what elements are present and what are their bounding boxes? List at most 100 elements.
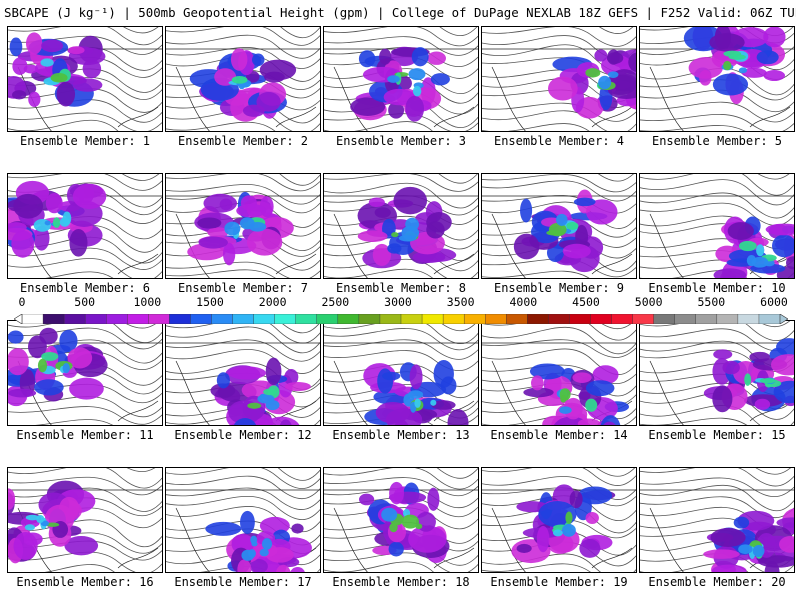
cape-shading (8, 327, 108, 407)
colorbar-swatch (716, 313, 739, 325)
member-label-prefix: Ensemble Member: (16, 575, 140, 589)
colorbar-tick-label: 3000 (384, 295, 412, 309)
panel-map (8, 174, 162, 278)
colorbar-swatch (442, 313, 465, 325)
member-number: 2 (300, 134, 309, 148)
colorbar-swatch (695, 313, 718, 325)
cape-shading (205, 510, 312, 572)
panel-map (482, 468, 636, 572)
cape-shading (187, 191, 294, 266)
colorbar-swatch (253, 313, 276, 325)
ensemble-member-label: Ensemble Member: 2 (164, 133, 322, 149)
colorbar-swatch (337, 313, 360, 325)
member-number: 8 (458, 281, 467, 295)
panel-map (8, 321, 162, 425)
ensemble-member-label: Ensemble Member: 19 (480, 574, 638, 590)
ensemble-member-label: Ensemble Member: 7 (164, 280, 322, 296)
ensemble-panel (481, 467, 637, 573)
colorbar-swatch (653, 313, 676, 325)
colorbar-swatch (632, 313, 655, 325)
ensemble-member-label: Ensemble Member: 3 (322, 133, 480, 149)
member-number: 11 (139, 428, 154, 442)
cape-shading (548, 49, 636, 119)
ensemble-member-label: Ensemble Member: 4 (480, 133, 638, 149)
member-label-prefix: Ensemble Member: (19, 281, 143, 295)
member-label-prefix: Ensemble Member: (493, 281, 617, 295)
ensemble-member-label: Ensemble Member: 5 (638, 133, 796, 149)
colorbar-tick-label: 2000 (258, 295, 287, 309)
panel-map (640, 321, 794, 425)
member-label-prefix: Ensemble Member: (490, 428, 614, 442)
coastline-borders (482, 48, 636, 131)
colorbar-tick-label: 5500 (697, 295, 726, 309)
ensemble-member-label: Ensemble Member: 20 (638, 574, 796, 590)
member-number: 5 (774, 134, 783, 148)
colorbar-swatch (421, 313, 444, 325)
coastline-borders (166, 48, 320, 131)
colorbar-tick-label: 5000 (634, 295, 663, 309)
panel-map (324, 174, 478, 278)
colorbar-swatch (295, 313, 318, 325)
cape-shading (703, 338, 794, 413)
member-label-prefix: Ensemble Member: (335, 281, 459, 295)
member-label-prefix: Ensemble Member: (651, 134, 775, 148)
member-label-prefix: Ensemble Member: (174, 428, 298, 442)
panel-map (166, 174, 320, 278)
panel-map (166, 321, 320, 425)
ensemble-member-label: Ensemble Member: 17 (164, 574, 322, 590)
member-number: 7 (300, 281, 309, 295)
ensemble-member-label: Ensemble Member: 8 (322, 280, 480, 296)
colorbar-swatch (127, 313, 149, 325)
panel-map (482, 321, 636, 425)
ensemble-member-label: Ensemble Member: 9 (480, 280, 638, 296)
member-number: 17 (297, 575, 312, 589)
member-number: 14 (613, 428, 628, 442)
panel-map (640, 468, 794, 572)
colorbar-swatch (63, 313, 86, 325)
cape-shading (357, 186, 457, 269)
colorbar-tick-label: 500 (74, 295, 96, 309)
colorbar-swatch (379, 313, 402, 325)
colorbar-tick-label: 2500 (321, 295, 350, 309)
ensemble-panel (481, 26, 637, 132)
colorbar-high-arrow (779, 313, 789, 325)
member-label-prefix: Ensemble Member: (490, 575, 614, 589)
ensemble-member-label: Ensemble Member: 6 (6, 280, 164, 296)
member-number: 12 (297, 428, 312, 442)
colorbar-swatch (21, 313, 44, 325)
colorbar-scale (13, 313, 789, 325)
member-number: 1 (142, 134, 151, 148)
cape-shading (703, 508, 794, 572)
cape-shading (8, 480, 99, 564)
ensemble-panel (639, 467, 795, 573)
cape-shading (363, 360, 469, 425)
colorbar-tick-label: 1000 (133, 295, 162, 309)
ensemble-panel (323, 320, 479, 426)
colorbar-swatch (758, 313, 781, 325)
colorbar-swatch (274, 313, 297, 325)
member-label-prefix: Ensemble Member: (332, 575, 456, 589)
colorbar-tick-label: 4000 (509, 295, 538, 309)
ensemble-member-label: Ensemble Member: 13 (322, 427, 480, 443)
colorbar-swatch (400, 313, 423, 325)
member-number: 4 (616, 134, 625, 148)
member-number: 16 (139, 575, 154, 589)
member-number: 6 (142, 281, 151, 295)
ensemble-panel (7, 173, 163, 279)
panel-map (8, 468, 162, 572)
panel-map (324, 468, 478, 572)
cape-shading (358, 481, 450, 564)
member-number: 3 (458, 134, 467, 148)
cape-shading (511, 484, 616, 564)
coastline-borders (482, 195, 636, 278)
ensemble-member-label: Ensemble Member: 14 (480, 427, 638, 443)
colorbar-tick-label: 1500 (196, 295, 224, 309)
ensemble-member-label: Ensemble Member: 18 (322, 574, 480, 590)
ensemble-panel (165, 173, 321, 279)
member-number: 19 (613, 575, 628, 589)
member-label-prefix: Ensemble Member: (332, 428, 456, 442)
colorbar-swatch (569, 313, 592, 325)
ensemble-member-label: Ensemble Member: 10 (638, 280, 796, 296)
cape-shading (713, 216, 794, 278)
member-number: 18 (455, 575, 470, 589)
